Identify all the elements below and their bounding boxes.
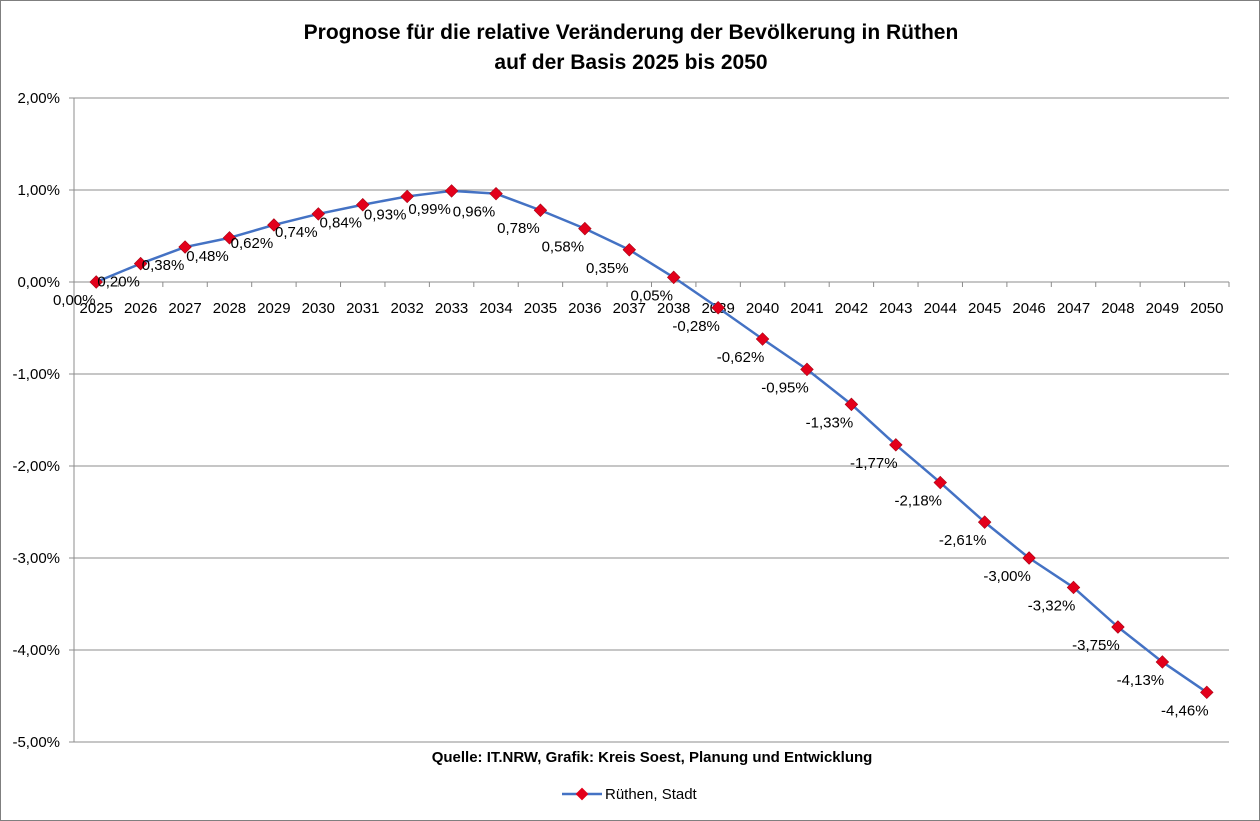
data-label: -3,32% — [1028, 597, 1076, 614]
data-label: 0,20% — [97, 274, 140, 291]
x-tick-label: 2025 — [80, 300, 113, 317]
data-label: -2,18% — [894, 493, 942, 510]
source-note: Quelle: IT.NRW, Grafik: Kreis Soest, Pla… — [432, 749, 873, 766]
data-label: -0,95% — [761, 379, 809, 396]
y-tick-label: -1,00% — [12, 366, 60, 383]
data-label: 0,05% — [630, 287, 673, 304]
data-point-marker — [578, 221, 592, 236]
data-label: -4,46% — [1161, 702, 1209, 719]
x-tick-label: 2046 — [1012, 300, 1045, 317]
data-labels: 0,00%0,20%0,38%0,48%0,62%0,74%0,84% 0,93%… — [53, 201, 1209, 719]
data-label: -4,13% — [1117, 672, 1165, 689]
chart-title-line-2: auf der Basis 2025 bis 2050 — [494, 51, 767, 74]
data-point-marker — [444, 184, 459, 198]
data-label: -2,61% — [939, 532, 987, 549]
y-tick-label: -3,00% — [12, 550, 60, 567]
data-label: 0,99% — [408, 201, 451, 218]
x-tick-label: 2042 — [835, 300, 868, 317]
data-point-marker — [133, 256, 148, 271]
data-label: -0,28% — [672, 318, 720, 335]
legend: Rüthen, Stadt — [562, 786, 698, 803]
legend-marker-swatch — [575, 787, 589, 801]
data-point-marker — [800, 362, 814, 377]
data-label: 0,78% — [497, 220, 540, 237]
chart-title-line-1: Prognose für die relative Veränderung de… — [304, 21, 959, 44]
data-label: -3,75% — [1072, 637, 1120, 654]
data-label: 0,74% — [275, 224, 318, 241]
data-point-marker — [311, 207, 326, 221]
x-tick-label: 2049 — [1146, 300, 1179, 317]
data-point-marker — [666, 270, 681, 285]
x-tick-label: 2036 — [568, 300, 601, 317]
data-point-marker — [267, 218, 281, 232]
data-label: 0,62% — [231, 235, 274, 252]
x-tick-label: 2041 — [790, 300, 823, 317]
data-point-marker — [977, 515, 992, 529]
data-point-marker — [89, 275, 103, 289]
x-tick-label: 2030 — [302, 300, 335, 317]
data-point-marker — [1066, 580, 1081, 595]
data-point-marker — [1200, 685, 1214, 700]
x-tick-label: 2029 — [257, 300, 290, 317]
data-point-marker — [933, 475, 947, 490]
x-tick-label: 2047 — [1057, 300, 1090, 317]
x-tick-label: 2038 — [657, 300, 690, 317]
x-tick-label: 2033 — [435, 300, 468, 317]
data-label: -3,00% — [983, 568, 1031, 585]
y-tick-label: 1,00% — [17, 182, 60, 199]
data-label: 0,48% — [186, 248, 229, 265]
x-tick-label: 2035 — [524, 300, 557, 317]
x-tick-label: 2043 — [879, 300, 912, 317]
data-label: -0,62% — [717, 349, 765, 366]
data-point-marker — [622, 243, 637, 257]
x-tick-label: 2048 — [1101, 300, 1134, 317]
gridlines — [74, 97, 1229, 743]
y-tick-label: 2,00% — [17, 90, 60, 107]
series-layer — [89, 184, 1214, 700]
data-point-marker — [1022, 551, 1036, 565]
data-point-marker — [356, 198, 370, 212]
x-tick-label: 2050 — [1190, 300, 1223, 317]
x-tick-label: 2034 — [479, 300, 512, 317]
data-label: 0,58% — [542, 239, 585, 256]
y-tick-label: -2,00% — [12, 458, 60, 475]
data-point-marker — [711, 301, 725, 315]
data-point-marker — [489, 186, 503, 201]
legend-label: Rüthen, Stadt — [605, 786, 698, 803]
y-tick-label: -4,00% — [12, 642, 60, 659]
data-point-marker — [222, 231, 237, 245]
data-label: 0,38% — [142, 257, 185, 274]
x-tick-label: 2026 — [124, 300, 157, 317]
data-label: 0,93% — [364, 206, 407, 223]
data-label: -1,33% — [806, 414, 854, 431]
x-tick-label: 2031 — [346, 300, 379, 317]
data-point-marker — [178, 240, 192, 254]
x-tick-label: 2045 — [968, 300, 1001, 317]
data-point-marker — [755, 332, 770, 346]
x-tick-label: 2040 — [746, 300, 779, 317]
data-point-marker — [844, 397, 859, 412]
data-point-marker — [1155, 655, 1170, 669]
x-tick-label: 2032 — [390, 300, 423, 317]
x-tick-label: 2037 — [613, 300, 646, 317]
data-label: 0,84% — [319, 215, 362, 232]
data-point-marker — [889, 438, 903, 452]
data-point-marker — [1111, 620, 1125, 634]
x-tick-label: 2027 — [168, 300, 201, 317]
y-tick-label: 0,00% — [17, 274, 60, 291]
x-tick-label: 2028 — [213, 300, 246, 317]
x-tick-label: 2044 — [924, 300, 957, 317]
y-tick-label: -5,00% — [12, 734, 60, 751]
series-line — [95, 189, 1208, 694]
data-point-marker — [400, 189, 414, 204]
axes: 2,00% 1,00% 0,00% -1,00% -2,00% -3,00% -4,00% -… — [12, 90, 1230, 751]
data-point-marker — [533, 203, 548, 217]
data-label: -1,77% — [850, 455, 898, 472]
data-label: 0,35% — [586, 260, 629, 277]
data-label: 0,00% — [53, 292, 96, 309]
data-label: 0,96% — [453, 204, 496, 221]
